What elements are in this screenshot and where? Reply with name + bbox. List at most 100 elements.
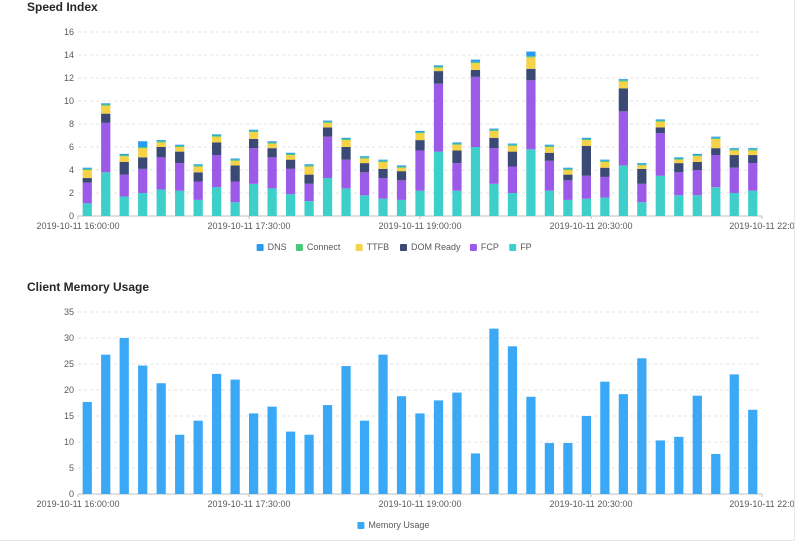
speed-bar-dom-ready[interactable] xyxy=(119,161,129,175)
speed-bar-fcp[interactable] xyxy=(285,168,296,195)
memory-bar-memory-usage[interactable] xyxy=(119,338,129,494)
speed-bar-ttfb[interactable] xyxy=(193,166,203,173)
speed-bar-dom-ready[interactable] xyxy=(193,172,203,182)
speed-bar-dns[interactable] xyxy=(748,148,758,150)
speed-bar-connect[interactable] xyxy=(729,149,739,151)
speed-bar-connect[interactable] xyxy=(544,145,555,147)
speed-bar-dom-ready[interactable] xyxy=(230,165,240,182)
speed-bar-dom-ready[interactable] xyxy=(563,174,573,181)
memory-bar-memory-usage[interactable] xyxy=(285,431,296,494)
speed-bar-ttfb[interactable] xyxy=(341,140,351,147)
speed-bar-ttfb[interactable] xyxy=(637,165,647,169)
speed-bar-fcp[interactable] xyxy=(470,76,481,147)
memory-bar-memory-usage[interactable] xyxy=(748,409,758,494)
speed-bar-connect[interactable] xyxy=(119,155,129,157)
speed-bar-connect[interactable] xyxy=(285,153,296,156)
speed-bar-dom-ready[interactable] xyxy=(359,163,370,173)
speed-bar-connect[interactable] xyxy=(378,160,388,162)
memory-bar-memory-usage[interactable] xyxy=(396,396,407,494)
speed-bar-dom-ready[interactable] xyxy=(507,151,518,167)
speed-legend-item-fcp[interactable]: FCP xyxy=(469,242,499,252)
speed-bar-dns[interactable] xyxy=(415,130,425,133)
memory-bar-memory-usage[interactable] xyxy=(600,381,610,494)
speed-bar-fcp[interactable] xyxy=(304,183,314,202)
memory-bar-memory-usage[interactable] xyxy=(138,365,148,494)
speed-bar-ttfb[interactable] xyxy=(249,132,259,139)
speed-bar-dns[interactable] xyxy=(526,51,536,57)
memory-bar-memory-usage[interactable] xyxy=(304,434,314,494)
memory-bar-memory-usage[interactable] xyxy=(489,328,499,494)
speed-bar-fcp[interactable] xyxy=(526,80,536,150)
speed-bar-fp[interactable] xyxy=(452,190,462,216)
speed-bar-connect[interactable] xyxy=(341,138,351,141)
speed-bar-dns[interactable] xyxy=(341,137,351,139)
speed-bar-dom-ready[interactable] xyxy=(711,148,721,156)
memory-bar-memory-usage[interactable] xyxy=(692,395,702,494)
speed-bar-fcp[interactable] xyxy=(563,180,573,200)
speed-bar-dom-ready[interactable] xyxy=(470,69,481,77)
speed-bar-connect[interactable] xyxy=(156,141,166,143)
speed-bar-ttfb[interactable] xyxy=(433,67,444,72)
speed-bar-connect[interactable] xyxy=(470,61,481,64)
speed-bar-connect[interactable] xyxy=(212,135,222,137)
speed-bar-fp[interactable] xyxy=(489,183,499,216)
memory-bar-memory-usage[interactable] xyxy=(526,396,536,494)
speed-bar-fp[interactable] xyxy=(563,199,573,216)
speed-bar-ttfb[interactable] xyxy=(304,166,314,175)
speed-bar-dom-ready[interactable] xyxy=(396,171,407,181)
speed-bar-fcp[interactable] xyxy=(322,136,333,179)
speed-bar-ttfb[interactable] xyxy=(415,133,425,141)
speed-bar-dns[interactable] xyxy=(581,137,591,139)
speed-bar-dns[interactable] xyxy=(655,119,665,121)
speed-bar-dns[interactable] xyxy=(322,120,333,122)
memory-bar-memory-usage[interactable] xyxy=(507,346,518,494)
speed-bar-fp[interactable] xyxy=(249,183,259,216)
speed-legend-item-dom-ready[interactable]: DOM Ready xyxy=(400,242,461,252)
speed-bar-dom-ready[interactable] xyxy=(415,140,425,151)
speed-bar-ttfb[interactable] xyxy=(674,159,684,164)
speed-bar-connect[interactable] xyxy=(304,165,314,167)
speed-bar-fcp[interactable] xyxy=(359,172,370,196)
speed-bar-fp[interactable] xyxy=(674,195,684,216)
speed-bar-dom-ready[interactable] xyxy=(729,155,739,168)
memory-legend-item-memory-usage[interactable]: Memory Usage xyxy=(357,520,429,530)
speed-bar-connect[interactable] xyxy=(600,160,610,162)
speed-bar-dns[interactable] xyxy=(489,128,499,130)
speed-bar-connect[interactable] xyxy=(581,138,591,141)
speed-bar-dom-ready[interactable] xyxy=(489,137,499,149)
speed-bar-fcp[interactable] xyxy=(433,83,444,152)
speed-bar-connect[interactable] xyxy=(637,164,647,166)
speed-legend-item-dns[interactable]: DNS xyxy=(256,242,287,252)
speed-bar-ttfb[interactable] xyxy=(452,144,462,151)
speed-bar-dom-ready[interactable] xyxy=(156,147,166,158)
speed-bar-connect[interactable] xyxy=(433,66,444,68)
speed-bar-dom-ready[interactable] xyxy=(581,145,591,176)
speed-bar-fp[interactable] xyxy=(415,190,425,216)
speed-bar-ttfb[interactable] xyxy=(655,121,665,128)
speed-bar-connect[interactable] xyxy=(748,149,758,151)
memory-bar-memory-usage[interactable] xyxy=(618,394,628,494)
speed-bar-dns[interactable] xyxy=(637,163,647,165)
memory-bar-memory-usage[interactable] xyxy=(433,400,444,494)
speed-bar-fp[interactable] xyxy=(267,188,277,216)
speed-bar-dns[interactable] xyxy=(304,164,314,166)
speed-bar-dom-ready[interactable] xyxy=(526,68,536,81)
memory-bar-memory-usage[interactable] xyxy=(341,366,351,494)
speed-bar-ttfb[interactable] xyxy=(692,156,702,162)
speed-bar-dns[interactable] xyxy=(433,65,444,67)
speed-bar-fp[interactable] xyxy=(230,202,240,216)
speed-bar-dom-ready[interactable] xyxy=(433,71,444,84)
speed-bar-fp[interactable] xyxy=(526,149,536,216)
memory-bar-memory-usage[interactable] xyxy=(193,420,203,494)
speed-bar-ttfb[interactable] xyxy=(359,158,370,164)
memory-bar-memory-usage[interactable] xyxy=(655,440,665,494)
speed-bar-connect[interactable] xyxy=(396,166,407,168)
speed-bar-fp[interactable] xyxy=(433,151,444,216)
speed-bar-fp[interactable] xyxy=(341,188,351,216)
speed-bar-dns[interactable] xyxy=(175,144,185,146)
speed-bar-fp[interactable] xyxy=(156,189,166,216)
speed-bar-dns[interactable] xyxy=(138,141,148,147)
speed-bar-dns[interactable] xyxy=(470,59,481,62)
speed-bar-ttfb[interactable] xyxy=(600,161,610,168)
memory-bar-memory-usage[interactable] xyxy=(581,416,591,494)
